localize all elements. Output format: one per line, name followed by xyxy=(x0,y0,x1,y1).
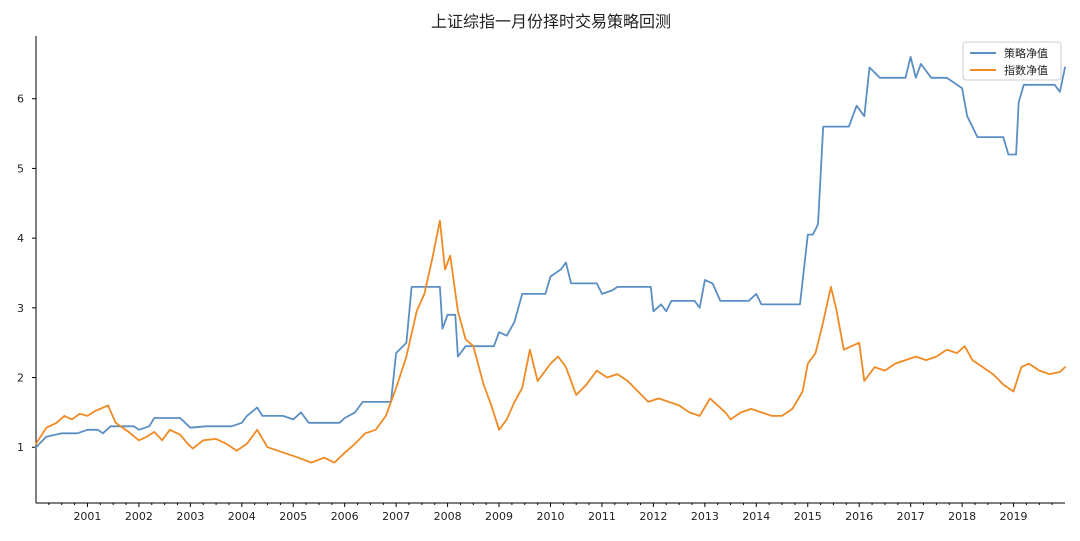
x-tick-label: 2001 xyxy=(73,510,101,523)
legend: 策略净值 指数净值 xyxy=(962,41,1062,81)
y-tick-label: 1 xyxy=(17,441,24,454)
x-tick-label: 2015 xyxy=(794,510,822,523)
x-ticks: 2001 2002 2003 2004 2005 2006 2007 2008 2009 2010… xyxy=(48,503,1053,523)
x-tick-label: 2002 xyxy=(125,510,153,523)
x-tick-label: 2010 xyxy=(537,510,565,523)
x-tick-label: 2012 xyxy=(639,510,667,523)
series-line-strategy xyxy=(35,56,1066,449)
y-tick-label: 4 xyxy=(17,232,24,245)
x-tick-label: 2017 xyxy=(897,510,925,523)
x-tick-label: 2004 xyxy=(228,510,256,523)
x-tick-label: 2008 xyxy=(434,510,462,523)
chart-title: 上证综指一月份择时交易策略回测 xyxy=(431,12,671,31)
x-tick-label: 2016 xyxy=(845,510,873,523)
x-tick-label: 2018 xyxy=(948,510,976,523)
y-tick-label: 3 xyxy=(17,302,24,315)
x-tick-label: 2006 xyxy=(331,510,359,523)
y-ticks: 1 2 3 4 5 6 xyxy=(17,93,36,454)
x-tick-label: 2014 xyxy=(742,510,770,523)
x-tick-label: 2011 xyxy=(588,510,616,523)
x-tick-label: 2019 xyxy=(1000,510,1028,523)
y-tick-label: 2 xyxy=(17,372,24,385)
series-line-index xyxy=(35,219,1066,464)
x-tick-label: 2003 xyxy=(176,510,204,523)
series-layer xyxy=(35,56,1066,464)
x-tick-label: 2007 xyxy=(382,510,410,523)
x-tick-label: 2005 xyxy=(279,510,307,523)
legend-label-strategy: 策略净值 xyxy=(1004,46,1048,60)
legend-label-index: 指数净值 xyxy=(1004,63,1048,77)
y-tick-label: 5 xyxy=(17,162,24,175)
y-tick-label: 6 xyxy=(17,93,24,106)
x-tick-label: 2013 xyxy=(691,510,719,523)
x-tick-label: 2009 xyxy=(485,510,513,523)
